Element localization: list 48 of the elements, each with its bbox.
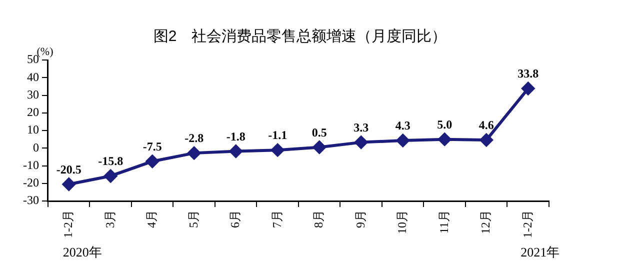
text: 33.8	[518, 66, 539, 81]
x-tick-label: 11月	[436, 210, 451, 234]
x-tick-label: 7月	[270, 210, 284, 228]
point	[354, 136, 368, 149]
x-tick-label: 1-2月	[61, 210, 76, 238]
text: 2021年	[520, 244, 560, 260]
point	[480, 134, 493, 147]
y-tick-label: -20	[22, 176, 39, 190]
y-tick-label: -10	[22, 158, 39, 172]
text: -1.8	[226, 129, 246, 144]
x-tick-label: 10月	[395, 210, 410, 234]
text: 4.6	[478, 118, 494, 132]
y-tick-label: 30	[26, 87, 39, 102]
text: -20.5	[56, 162, 82, 176]
y-tick-label: 20	[26, 105, 39, 120]
x-tick-label: 12月	[478, 210, 493, 234]
text: 4.3	[395, 118, 410, 133]
chart-title: 图2 社会消费品零售总额增速（月度同比）	[153, 28, 447, 46]
point	[522, 82, 535, 96]
y-axis-title: (%)	[36, 46, 54, 58]
text: -15.8	[98, 154, 124, 168]
point	[271, 144, 284, 157]
x-tick-label: 4月	[144, 210, 159, 228]
x-tick-label: 1-2月	[520, 210, 534, 238]
point	[188, 146, 201, 160]
text: 0.5	[312, 125, 327, 140]
y-tick-label: 0	[32, 140, 39, 154]
text: 5.0	[437, 117, 452, 132]
point	[104, 169, 118, 182]
text: 3.3	[354, 120, 369, 134]
x-tick-label: 8月	[312, 210, 326, 228]
x-tick-label: 3月	[102, 210, 117, 228]
point	[146, 154, 159, 168]
y-tick-label: -30	[22, 193, 39, 208]
point	[312, 140, 326, 154]
y-tick-label: 10	[26, 122, 39, 137]
text: 2020年	[62, 244, 102, 260]
text: -2.8	[184, 131, 204, 146]
point	[229, 144, 242, 158]
x-tick-label: 6月	[228, 210, 242, 228]
point	[62, 178, 76, 191]
x-tick-label: 5月	[186, 210, 200, 228]
text: -7.5	[142, 139, 162, 154]
point	[396, 134, 410, 148]
y-tick-label: 40	[26, 70, 39, 84]
text: -1.1	[268, 128, 288, 142]
point	[438, 132, 452, 146]
x-tick-label: 9月	[353, 210, 368, 228]
